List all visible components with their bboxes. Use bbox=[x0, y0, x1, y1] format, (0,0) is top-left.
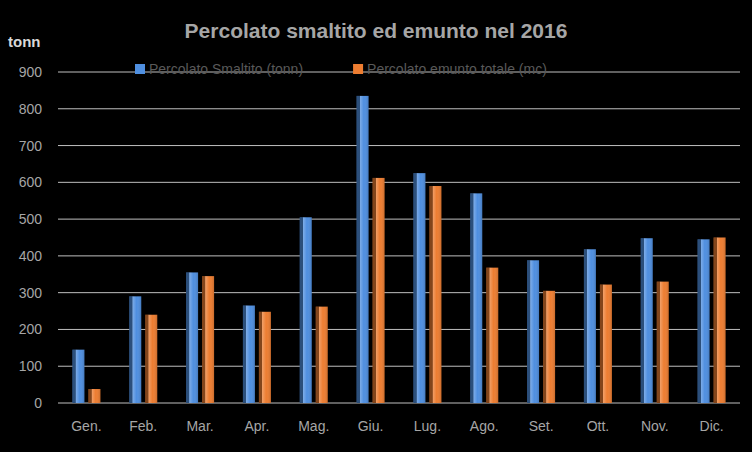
bar bbox=[316, 307, 328, 403]
tick-label: 200 bbox=[19, 321, 43, 337]
tick-label: 900 bbox=[19, 64, 43, 80]
category-label: Mag. bbox=[298, 418, 329, 434]
bar bbox=[145, 315, 157, 403]
legend-label: Percolato Smaltito (tonn) bbox=[149, 61, 303, 77]
legend: Percolato Smaltito (tonn) Percolato emunt… bbox=[135, 61, 547, 77]
category-label: Gen. bbox=[71, 418, 101, 434]
category-label: Ago. bbox=[470, 418, 499, 434]
tick-label: 800 bbox=[19, 101, 43, 117]
bar bbox=[259, 312, 271, 403]
bar-shade bbox=[186, 272, 198, 403]
bar bbox=[527, 260, 539, 403]
bar bbox=[641, 238, 653, 403]
bar bbox=[714, 238, 726, 404]
grid-line bbox=[58, 108, 740, 109]
bar-shade bbox=[316, 307, 328, 403]
bar-shade bbox=[243, 306, 255, 403]
bar bbox=[357, 96, 369, 403]
bar-shade bbox=[641, 238, 653, 403]
bar bbox=[470, 193, 482, 403]
bar-shade bbox=[88, 389, 100, 403]
category-label: Mar. bbox=[186, 418, 213, 434]
bar-shade bbox=[145, 315, 157, 403]
bar-shade bbox=[129, 296, 141, 403]
bars bbox=[72, 96, 725, 403]
tick-label: 500 bbox=[19, 211, 43, 227]
bar-shade bbox=[72, 350, 84, 403]
bar bbox=[584, 249, 596, 403]
bar bbox=[202, 276, 214, 403]
grid-line bbox=[58, 292, 740, 293]
bar-shade bbox=[486, 268, 498, 403]
grid-line bbox=[58, 403, 740, 404]
bar-shade bbox=[202, 276, 214, 403]
bar bbox=[698, 239, 710, 403]
bar bbox=[373, 178, 385, 403]
bar-shade bbox=[470, 193, 482, 403]
bar-shade bbox=[584, 249, 596, 403]
bar bbox=[300, 217, 312, 403]
bar bbox=[657, 282, 669, 403]
bar-shade bbox=[357, 96, 369, 403]
tick-label: 400 bbox=[19, 248, 43, 264]
tick-label: 0 bbox=[34, 395, 42, 411]
bar-shade bbox=[413, 173, 425, 403]
tick-label: 700 bbox=[19, 138, 43, 154]
bar bbox=[72, 350, 84, 403]
bar-shade bbox=[543, 291, 555, 403]
bar-shade bbox=[300, 217, 312, 403]
legend-swatch bbox=[353, 64, 363, 74]
bar bbox=[186, 272, 198, 403]
grid-line bbox=[58, 329, 740, 330]
bar bbox=[429, 186, 441, 403]
category-label: Apr. bbox=[244, 418, 269, 434]
bar-shade bbox=[373, 178, 385, 403]
grid-line bbox=[58, 255, 740, 256]
category-label: Giu. bbox=[358, 418, 384, 434]
grid-line bbox=[58, 182, 740, 183]
legend-swatch bbox=[135, 64, 145, 74]
tick-label: 300 bbox=[19, 285, 43, 301]
bar-shade bbox=[600, 285, 612, 403]
bar bbox=[88, 389, 100, 403]
bar-shade bbox=[657, 282, 669, 403]
tick-label: 600 bbox=[19, 174, 43, 190]
grid-line bbox=[58, 145, 740, 146]
category-label: Ott. bbox=[587, 418, 610, 434]
grid-line bbox=[58, 366, 740, 367]
bar-shade bbox=[259, 312, 271, 403]
category-label: Lug. bbox=[414, 418, 441, 434]
bar-shade bbox=[714, 238, 726, 404]
grid-line bbox=[58, 219, 740, 220]
category-label: Dic. bbox=[700, 418, 724, 434]
bar bbox=[486, 268, 498, 403]
bar bbox=[129, 296, 141, 403]
category-label: Feb. bbox=[129, 418, 157, 434]
bar bbox=[600, 285, 612, 403]
bar bbox=[243, 306, 255, 403]
chart: 0 100 200 300 400 500 600 700 800 900 Gen. Feb. Mar.… bbox=[0, 0, 752, 452]
category-label: Nov. bbox=[641, 418, 669, 434]
bar-shade bbox=[527, 260, 539, 403]
bar-shade bbox=[429, 186, 441, 403]
tick-label: 100 bbox=[19, 358, 43, 374]
axis-label: tonn bbox=[8, 33, 40, 50]
bar bbox=[543, 291, 555, 403]
legend-label: Percolato emunto totale (mc) bbox=[367, 61, 547, 77]
bar bbox=[413, 173, 425, 403]
category-label: Set. bbox=[529, 418, 554, 434]
bar-shade bbox=[698, 239, 710, 403]
title: Percolato smaltito ed emunto nel 2016 bbox=[185, 19, 568, 42]
